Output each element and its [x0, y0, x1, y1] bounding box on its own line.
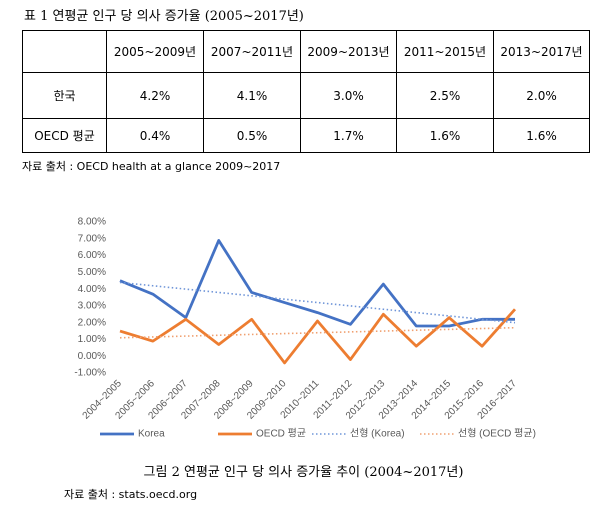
table-cell: 1.6% — [493, 118, 590, 153]
y-tick-label: 5.00% — [78, 267, 106, 278]
figure-caption: 그림 2 연평균 인구 당 의사 증가율 추이 (2004~2017년) — [143, 465, 464, 480]
table-cell: 3.0% — [300, 72, 397, 119]
series-line — [119, 239, 515, 328]
table-cell: 2009~2013년 — [300, 30, 397, 73]
y-tick-label: 0.00% — [78, 351, 106, 362]
y-tick-label: 1.00% — [78, 334, 106, 345]
table-row: OECD 평균 0.4% 0.5% 1.7% 1.6% 1.6% — [22, 118, 590, 153]
y-tick-label: 7.00% — [78, 233, 106, 244]
table-row: 2005~2009년 2007~2011년 2009~2013년 2011~2015년… — [22, 30, 590, 73]
table-cell: 0.4% — [106, 118, 204, 153]
trend-line — [119, 326, 516, 339]
figure-source: 자료 출처 : stats.oecd.org — [64, 488, 198, 501]
legend-label: 선형 (Korea) — [350, 428, 405, 440]
y-tick-label: -1.00% — [74, 368, 106, 379]
table-cell: 0.5% — [203, 118, 301, 153]
table-cell: 2005~2009년 — [106, 30, 204, 73]
table-cell: 4.2% — [106, 72, 204, 119]
y-tick-label: 2.00% — [78, 317, 106, 328]
table-cell — [22, 30, 107, 73]
table-cell: 4.1% — [203, 72, 301, 119]
legend-label: OECD 평균 — [256, 428, 306, 440]
series-line — [119, 308, 517, 365]
y-tick-label: 3.00% — [78, 301, 106, 312]
table-cell: 2013~2017년 — [493, 30, 590, 73]
y-tick-label: 8.00% — [78, 217, 106, 228]
legend-label: Korea — [138, 429, 165, 440]
table-cell: 1.6% — [396, 118, 494, 153]
table-caption: 표 1 연평균 인구 당 의사 증가율 (2005~2017년) — [24, 9, 304, 24]
table-cell: 2.0% — [493, 72, 590, 119]
table-cell: 한국 — [22, 72, 107, 119]
y-tick-label: 4.00% — [78, 284, 106, 295]
table: 2005~2009년 2007~2011년 2009~2013년 2011~2015년… — [22, 30, 590, 153]
table-cell: 2.5% — [396, 72, 494, 119]
table-cell: 1.7% — [300, 118, 397, 153]
y-tick-label: 6.00% — [78, 250, 106, 261]
trend-line — [119, 281, 516, 324]
table-source: 자료 출처 : OECD health at a glance 2009~201… — [22, 160, 281, 173]
legend-label: 선형 (OECD 평균) — [458, 428, 536, 440]
table-row: 한국 4.2% 4.1% 3.0% 2.5% 2.0% — [22, 72, 590, 119]
